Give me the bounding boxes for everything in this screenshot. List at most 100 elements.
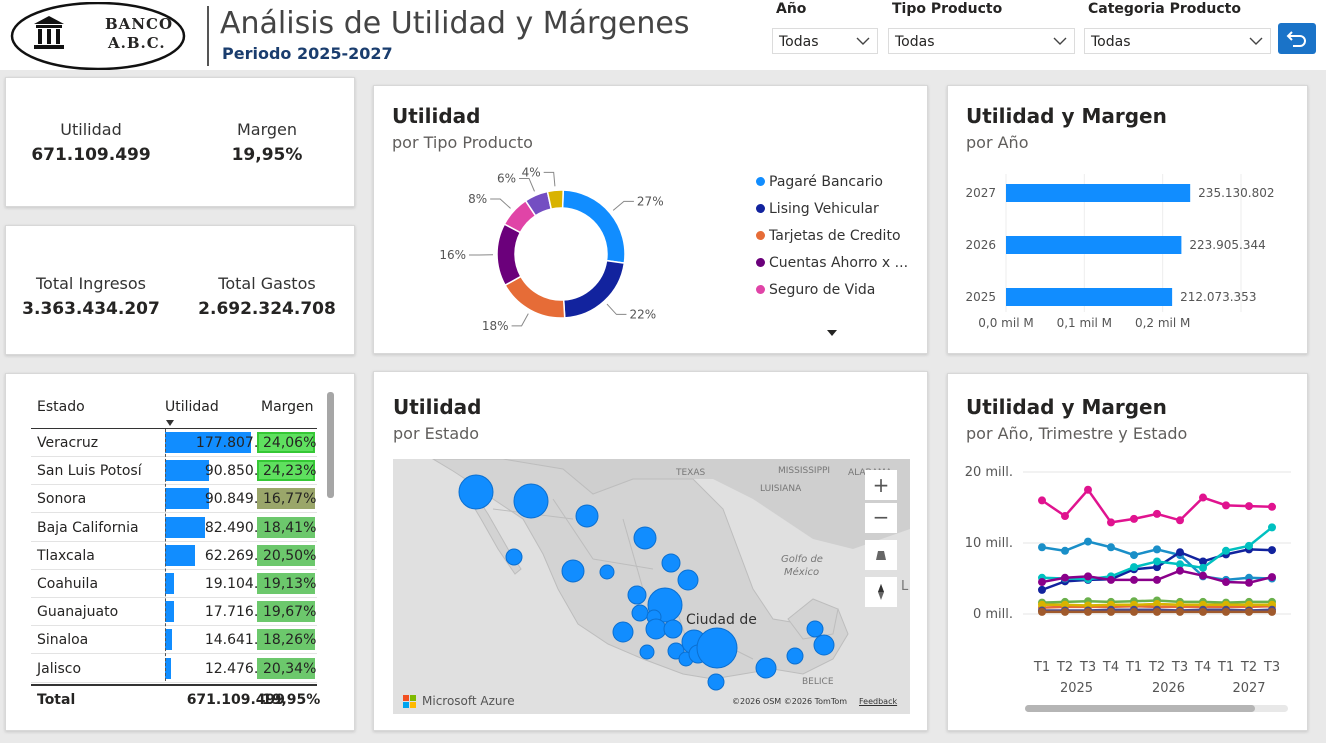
cell-margen: 24,06% <box>263 435 317 451</box>
series-point <box>1084 485 1092 494</box>
table-row[interactable]: Baja California 82.490.823 18,41% <box>31 514 321 542</box>
year-bar-chart: 2027 235.130.802 2026 223.905.344 2025 212.07… <box>965 174 1275 330</box>
kpi-ingresos-label: Total Ingresos <box>36 274 146 293</box>
x-tick-label: T3 <box>1171 660 1188 675</box>
kpi-card-ingresos-gastos: Total Ingresos 3.363.434.207 Total Gasto… <box>5 225 355 355</box>
col-header-utilidad[interactable]: Utilidad <box>165 399 219 415</box>
donut-slice <box>546 189 565 210</box>
legend-dot-icon <box>756 204 765 213</box>
bar-data-label: 223.905.344 <box>1189 238 1265 252</box>
state-bubble <box>645 618 667 640</box>
donut-title: Utilidad <box>392 104 481 128</box>
map-tilt-button[interactable] <box>865 540 897 570</box>
page-title: Análisis de Utilidad y Márgenes <box>220 6 690 41</box>
product-category-dropdown[interactable]: Todas <box>1084 28 1271 54</box>
series-point <box>1199 557 1207 566</box>
map-label-golfo: Golfo de <box>781 554 823 565</box>
col-header-estado[interactable]: Estado <box>37 399 85 415</box>
state-bubble <box>661 553 681 573</box>
total-utilidad: 671.109.499 <box>186 692 285 708</box>
logo-text-line2: A.B.C. <box>108 34 166 52</box>
margen-color-cell <box>257 544 315 566</box>
table-row[interactable]: Coahuila 19.104.819 19,13% <box>31 570 321 598</box>
donut-leader-line <box>612 200 634 211</box>
utilidad-data-bar <box>165 629 173 651</box>
series-point <box>1199 493 1207 502</box>
x-year-label: 2026 <box>1152 681 1185 696</box>
kpi-ingresos-value: 3.363.434.207 <box>22 299 160 319</box>
cell-margen: 18,26% <box>263 632 317 649</box>
y-tick-label: 20 mill. <box>965 465 1013 480</box>
cell-margen: 19,13% <box>263 576 317 592</box>
map-canvas[interactable]: TEXAS MISSISSIPPI ALABAMA LUISIANA Golfo… <box>393 459 910 714</box>
state-bubble <box>639 644 655 660</box>
map-zoom-out-button[interactable]: − <box>865 503 897 533</box>
cell-margen: 19,67% <box>263 604 317 621</box>
total-margen: 19,95% <box>262 692 321 708</box>
legend-item[interactable]: Pagaré Bancario <box>756 174 883 190</box>
total-separator <box>31 684 317 686</box>
legend-item[interactable]: Tarjetas de Credito <box>756 228 901 244</box>
legend-label: Cuentas Ahorro x ... <box>769 255 909 271</box>
line-card: Utilidad y Margen por Año, Trimestre y E… <box>947 373 1308 731</box>
table-row[interactable]: Sinaloa 14.641.353 18,26% <box>31 626 321 655</box>
cell-estado: Veracruz <box>37 435 99 451</box>
table-row[interactable]: Guanajuato 17.716.421 19,67% <box>31 598 321 627</box>
row-divider <box>31 625 317 627</box>
map-subtitle: por Estado <box>393 424 480 443</box>
product-type-dropdown[interactable]: Todas <box>888 28 1075 54</box>
table-row[interactable]: Sonora 90.849.765 16,77% <box>31 485 321 514</box>
cell-estado: Baja California <box>37 519 139 536</box>
margen-color-cell <box>257 460 315 482</box>
utilidad-data-bar <box>165 432 251 453</box>
logo-text-line1: BANCO <box>105 15 174 33</box>
table-row[interactable]: Veracruz 177.807.292 24,06% <box>31 429 321 457</box>
line-chart-scroll-thumb[interactable] <box>1025 705 1255 712</box>
series-point <box>1084 607 1092 616</box>
series-point <box>1199 607 1207 616</box>
donut-data-label: 4% <box>522 165 541 179</box>
series-point <box>1222 501 1230 510</box>
map-compass-button[interactable] <box>865 577 897 607</box>
series-point <box>1130 551 1138 560</box>
table-scrollbar[interactable] <box>327 392 334 498</box>
legend-scroll-down-icon[interactable] <box>826 322 838 341</box>
bank-logo: BANCO A.B.C. <box>10 1 188 71</box>
back-button[interactable] <box>1278 23 1316 54</box>
state-table-card: Estado Utilidad Margen Veracruz 177.807.2… <box>5 373 355 731</box>
legend-dot-icon <box>756 285 765 294</box>
line-chart-scrollbar[interactable] <box>1025 705 1288 712</box>
table-row[interactable]: San Luis Potosí 90.850.685 24,23% <box>31 457 321 486</box>
map-zoom-in-button[interactable]: + <box>865 470 897 500</box>
legend-dot-icon <box>756 231 765 240</box>
margen-color-cell <box>257 516 315 538</box>
series-point <box>1245 502 1253 511</box>
filter-label-product-type: Tipo Producto <box>892 1 1003 17</box>
map-bubbles <box>458 474 835 691</box>
x-tick-label: T3 <box>1079 660 1096 675</box>
series-point <box>1268 573 1276 582</box>
map-feedback-link[interactable]: Feedback <box>859 697 898 706</box>
rows-container: Veracruz 177.807.292 24,06% San Luis Potosí… <box>31 429 321 683</box>
total-label: Total <box>37 692 76 708</box>
series-point <box>1176 607 1184 616</box>
legend-item[interactable]: Cuentas Ahorro x ... <box>756 255 908 271</box>
series-point <box>1199 563 1207 572</box>
row-divider <box>31 456 317 457</box>
legend-item[interactable]: Seguro de Vida <box>756 282 875 298</box>
cell-estado: Guanajuato <box>37 604 119 621</box>
year-dropdown[interactable]: Todas <box>772 28 878 54</box>
utilidad-data-bar <box>165 544 196 566</box>
legend-label: Seguro de Vida <box>769 282 876 298</box>
donut-legend: Pagaré Bancario Lising Vehicular Tarjetas … <box>756 174 926 314</box>
series-point <box>1176 600 1184 609</box>
map-label-ciudad: Ciudad de <box>686 612 757 628</box>
compass-icon <box>878 584 884 600</box>
col-header-margen[interactable]: Margen <box>261 399 314 415</box>
series-point <box>1153 509 1161 518</box>
table-row[interactable]: Tlaxcala 62.269.159 20,50% <box>31 542 321 570</box>
series-point <box>1268 607 1276 616</box>
legend-label: Lising Vehicular <box>769 201 879 217</box>
legend-item[interactable]: Lising Vehicular <box>756 201 879 217</box>
table-row[interactable]: Jalisco 12.476.706 20,34% <box>31 655 321 683</box>
